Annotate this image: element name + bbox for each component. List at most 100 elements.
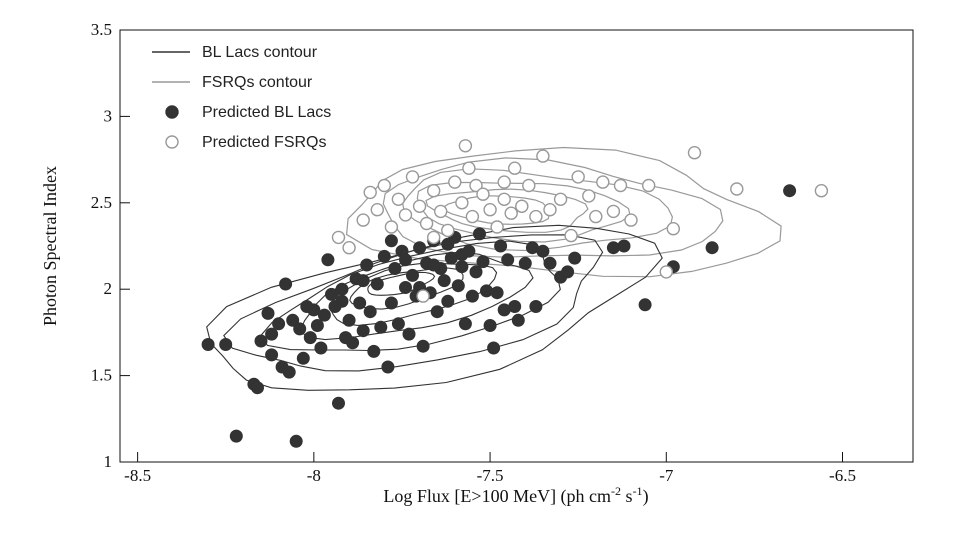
bllac-point bbox=[391, 317, 405, 331]
bllac-point bbox=[705, 241, 719, 255]
legend-marker-swatch bbox=[165, 105, 179, 119]
bllac-point bbox=[483, 319, 497, 332]
bllac-point bbox=[388, 262, 402, 275]
x-tick-label: -7.5 bbox=[477, 466, 504, 485]
bllac-point bbox=[261, 306, 275, 320]
bllac-point bbox=[363, 305, 377, 319]
bllac-point bbox=[286, 313, 300, 327]
bllac-point bbox=[561, 265, 575, 279]
bllac-point bbox=[568, 251, 582, 265]
fsrq-point bbox=[412, 199, 427, 214]
fsrq-point bbox=[582, 189, 596, 203]
fsrq-point bbox=[553, 192, 568, 207]
bllac-point bbox=[317, 308, 331, 322]
x-tick-label: -7 bbox=[659, 466, 674, 485]
bllac-point bbox=[455, 260, 469, 274]
fsrq-contour-line bbox=[425, 188, 589, 233]
fsrq-contour-line bbox=[382, 157, 724, 258]
legend-label: Predicted FSRQs bbox=[202, 134, 326, 151]
points-layer bbox=[201, 139, 829, 448]
fsrq-point bbox=[504, 206, 518, 220]
fsrq-point bbox=[624, 213, 638, 227]
fsrq-point bbox=[476, 187, 490, 201]
bllac-point bbox=[536, 244, 550, 258]
y-tick-label: 3 bbox=[104, 106, 113, 125]
bllac-point bbox=[279, 277, 293, 291]
bllac-point bbox=[335, 294, 349, 308]
bllac-point bbox=[399, 281, 412, 294]
bllac-point bbox=[356, 324, 370, 338]
bllac-point bbox=[201, 338, 215, 351]
bllac-point bbox=[455, 248, 469, 262]
fsrq-point bbox=[448, 175, 462, 189]
bllac-point bbox=[272, 317, 286, 331]
x-axis-ticks: -8.5 -8 -7.5 -7 -6.5 bbox=[124, 452, 856, 485]
bllac-point bbox=[384, 296, 398, 310]
legend: BL Lacs contour FSRQs contour Predicted BL… bbox=[152, 44, 331, 151]
bllac-point bbox=[332, 396, 345, 410]
y-tick-label: 3.5 bbox=[91, 20, 112, 39]
bllac-point bbox=[346, 336, 360, 350]
y-tick-label: 1 bbox=[104, 452, 113, 471]
bllac-point bbox=[427, 258, 441, 272]
bllac-point bbox=[384, 234, 398, 248]
bllac-point bbox=[638, 298, 652, 312]
bllac-point bbox=[529, 300, 543, 313]
fsrq-point bbox=[529, 209, 543, 224]
bllac-point bbox=[289, 434, 303, 448]
bllac-point bbox=[490, 286, 504, 300]
bllac-point bbox=[293, 322, 307, 336]
y-axis-ticks: 1 1.5 2 2.5 3 3.5 bbox=[91, 20, 130, 471]
fsrq-point bbox=[427, 183, 441, 198]
bllac-point bbox=[303, 331, 317, 345]
fsrq-point bbox=[687, 145, 702, 160]
bllac-point bbox=[416, 339, 430, 353]
bllac-point bbox=[458, 317, 472, 331]
fsrq-point bbox=[666, 221, 680, 236]
bllac-point bbox=[511, 313, 525, 327]
bllac-point bbox=[543, 256, 557, 270]
bllac-point bbox=[518, 256, 532, 270]
bllac-point bbox=[254, 334, 268, 348]
bllac-point bbox=[296, 351, 310, 365]
y-tick-label: 1.5 bbox=[91, 366, 112, 385]
bllac-point bbox=[441, 294, 455, 308]
bllac-point bbox=[501, 253, 515, 267]
bllac-point bbox=[437, 274, 451, 288]
bllac-point bbox=[783, 184, 797, 198]
bllac-point bbox=[265, 327, 279, 341]
fsrq-point bbox=[384, 220, 399, 234]
fsrq-point bbox=[730, 182, 744, 196]
bllac-point bbox=[508, 300, 522, 313]
bllac-point bbox=[494, 239, 508, 253]
fsrq-point bbox=[483, 202, 497, 217]
fsrq-point bbox=[469, 178, 483, 193]
legend-marker-swatch bbox=[165, 135, 179, 149]
fsrq-point bbox=[331, 230, 346, 245]
fsrq-point bbox=[356, 213, 370, 227]
bllac-point bbox=[307, 303, 321, 317]
bllac-contour-line bbox=[206, 224, 663, 391]
fsrq-point bbox=[405, 170, 420, 184]
fsrq-point bbox=[536, 149, 550, 163]
fsrq-point bbox=[398, 208, 413, 222]
bllac-point bbox=[413, 241, 427, 255]
bllac-point bbox=[377, 249, 391, 263]
bllac-point bbox=[367, 344, 381, 358]
bllac-point bbox=[451, 279, 465, 293]
fsrq-point bbox=[589, 209, 603, 224]
fsrq-point bbox=[522, 178, 536, 193]
fsrq-point bbox=[441, 223, 455, 238]
bllac-contour-line bbox=[223, 234, 604, 372]
fsrq-point bbox=[543, 202, 557, 217]
legend-label: FSRQs contour bbox=[202, 74, 313, 91]
fsrq-point bbox=[455, 196, 469, 210]
bllac-point bbox=[219, 338, 233, 351]
fsrq-point bbox=[419, 216, 434, 231]
bllac-point bbox=[487, 341, 501, 355]
bllac-point bbox=[251, 381, 264, 395]
bllac-point bbox=[265, 348, 279, 362]
fsrq-point bbox=[462, 161, 476, 175]
fsrq-point bbox=[377, 178, 391, 193]
fsrq-point bbox=[427, 230, 441, 245]
